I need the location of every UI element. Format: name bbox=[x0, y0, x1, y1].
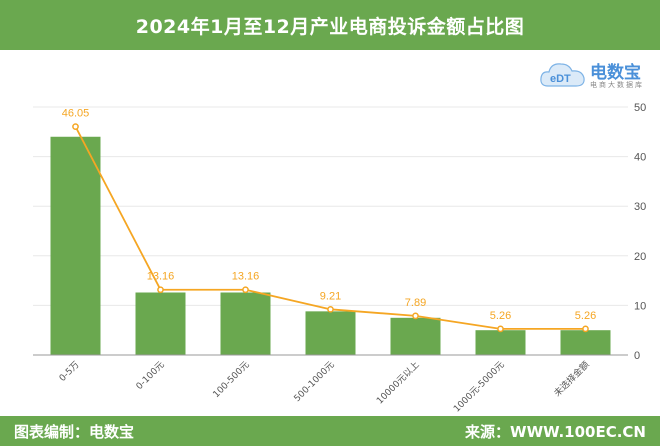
chart-title: 2024年1月至12月产业电商投诉金额占比图 bbox=[135, 15, 525, 38]
bar-line-chart: 46.05 13.16 13.16 9.21 7.89 5.26 5.26 0 10 20 30 4… bbox=[33, 102, 646, 415]
data-label: 9.21 bbox=[320, 290, 341, 302]
x-axis: 0-5万 0-100元 100-500元 500-1000元 10000元以上 1000元… bbox=[33, 354, 628, 415]
y-tick-label: 0 bbox=[634, 350, 640, 362]
x-tick-label: 0-100元 bbox=[135, 360, 167, 392]
bar bbox=[50, 136, 101, 355]
line-point bbox=[242, 286, 249, 294]
logo-mark-text: eDT bbox=[550, 73, 571, 85]
cloud-logo-icon: eDT bbox=[540, 63, 585, 87]
y-tick-label: 30 bbox=[634, 201, 646, 213]
x-tick-label: 0-5万 bbox=[58, 360, 82, 384]
line-point bbox=[72, 123, 79, 130]
line-point bbox=[497, 325, 504, 333]
x-tick-label: 100-500元 bbox=[212, 360, 252, 400]
bar bbox=[135, 292, 186, 355]
logo-subtitle: 电商大数据库 bbox=[590, 81, 644, 89]
chart-footer: 图表编制：电数宝 来源：WWW.100EC.CN bbox=[0, 416, 660, 446]
data-label: 5.26 bbox=[575, 310, 596, 322]
x-tick-label: 10000元以上 bbox=[374, 359, 421, 406]
bar bbox=[305, 311, 356, 355]
bar bbox=[220, 292, 271, 355]
bar bbox=[475, 330, 526, 355]
brand-logo: eDT 电数宝 电商大数据库 bbox=[538, 56, 660, 96]
data-label: 46.05 bbox=[62, 108, 90, 120]
data-label: 13.16 bbox=[232, 271, 260, 283]
y-tick-label: 40 bbox=[634, 152, 646, 164]
footer-source: 来源：WWW.100EC.CN bbox=[465, 422, 646, 441]
x-tick-label: 未选择金额 bbox=[551, 359, 591, 399]
bar-series bbox=[50, 136, 611, 355]
line-point bbox=[412, 312, 419, 320]
x-tick-label: 500-1000元 bbox=[293, 360, 337, 404]
data-labels: 46.05 13.16 13.16 9.21 7.89 5.26 5.26 bbox=[62, 108, 596, 322]
bar bbox=[390, 317, 441, 355]
y-tick-label: 50 bbox=[634, 102, 646, 114]
y-tick-label: 20 bbox=[634, 251, 646, 263]
logo-name: 电数宝 bbox=[590, 63, 641, 83]
y-tick-label: 10 bbox=[634, 300, 646, 312]
footer-credit: 图表编制：电数宝 bbox=[14, 422, 135, 441]
line-point bbox=[327, 305, 334, 313]
data-label: 13.16 bbox=[147, 271, 175, 283]
x-tick-label: 1000元-5000元 bbox=[452, 360, 506, 414]
data-label: 7.89 bbox=[405, 297, 426, 309]
line-point bbox=[157, 286, 164, 294]
y-axis: 0 10 20 30 40 50 bbox=[634, 102, 646, 362]
data-label: 5.26 bbox=[490, 310, 511, 322]
line-series bbox=[72, 123, 589, 333]
line-point bbox=[582, 325, 589, 333]
bar bbox=[560, 330, 611, 355]
chart-header: 2024年1月至12月产业电商投诉金额占比图 bbox=[0, 0, 660, 50]
